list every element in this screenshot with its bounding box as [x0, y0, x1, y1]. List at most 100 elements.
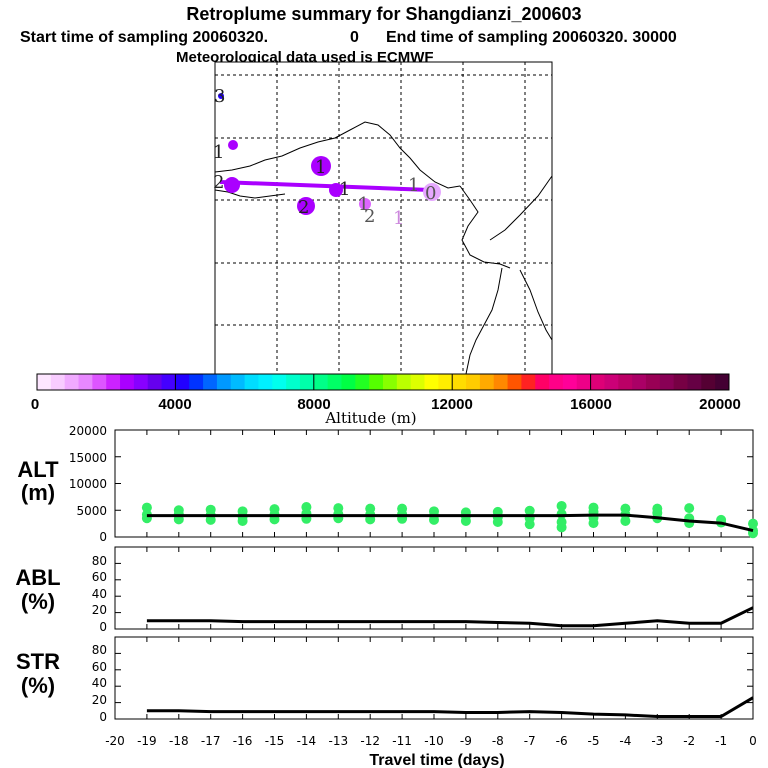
- colorbar-swatch: [452, 374, 467, 390]
- x-tick-label: -7: [524, 734, 536, 748]
- colorbar-swatch: [590, 374, 605, 390]
- colorbar-swatch: [355, 374, 370, 390]
- trajectory-map: 3 1 2 1 2 1 2 1 0 1 1: [213, 61, 553, 375]
- colorbar-label: Altitude (m): [324, 409, 416, 427]
- map-marker-8: [218, 93, 224, 99]
- colorbar-swatch: [230, 374, 246, 390]
- colorbar-swatch: [410, 374, 426, 390]
- alt-scatter-point: [748, 518, 758, 529]
- subtitle-start-value: 0: [350, 29, 359, 46]
- alt-scatter-point: [301, 502, 312, 513]
- alt-scatter-point: [397, 503, 408, 514]
- colorbar-swatch: [438, 374, 453, 390]
- colorbar-swatch: [216, 374, 232, 390]
- colorbar-swatch: [286, 374, 301, 390]
- x-tick-label: -16: [233, 734, 253, 748]
- alt-scatter-point: [141, 502, 152, 513]
- colorbar-swatch: [549, 374, 564, 390]
- x-tick-label: 0: [749, 734, 757, 748]
- x-tick-label: -9: [460, 734, 472, 748]
- abl-panel-label: ABL: [15, 565, 60, 590]
- colorbar-swatch: [576, 374, 592, 390]
- map-label: 1: [339, 179, 350, 200]
- alt-scatter-point: [652, 503, 663, 514]
- map-label: 1: [408, 175, 419, 196]
- abl-line: [146, 606, 754, 628]
- alt-ytick: 15000: [69, 451, 107, 465]
- map-label: 2: [298, 197, 309, 218]
- alt-scatter-point: [205, 504, 216, 515]
- colorbar-swatch: [175, 374, 190, 390]
- colorbar-tick: 4000: [158, 396, 191, 413]
- str-panel-unit: (%): [21, 673, 55, 698]
- map-label: 2: [364, 206, 375, 227]
- map-marker-3: [297, 197, 315, 215]
- map-label: 0: [425, 183, 436, 204]
- map-markers: [218, 93, 441, 215]
- alt-panel-unit: (m): [21, 480, 55, 505]
- colorbar-swatch: [369, 374, 384, 390]
- alt-ytick: 10000: [69, 477, 107, 491]
- colorbar-swatch: [521, 374, 536, 390]
- x-tick-label: -14: [297, 734, 317, 748]
- map-label: 1: [358, 194, 369, 215]
- colorbar-swatch: [645, 374, 661, 390]
- colorbar-swatch: [37, 374, 52, 390]
- abl-ytick: 20: [92, 603, 107, 617]
- str-plot-frame: [114, 636, 754, 720]
- colorbar-swatch: [687, 374, 702, 390]
- colorbar-swatch: [133, 374, 149, 390]
- str-ytick: 60: [92, 660, 107, 674]
- alt-ytick: 5000: [76, 504, 107, 518]
- map-marker-7: [228, 140, 238, 150]
- map-label: 1: [393, 208, 404, 229]
- map-labels: 3 1 2 1 2 1 2 1 0 1 1: [213, 86, 436, 229]
- alt-ytick: 0: [99, 530, 107, 544]
- colorbar-swatch: [189, 374, 204, 390]
- colorbar-swatch: [327, 374, 342, 390]
- colorbar-swatch: [78, 374, 93, 390]
- colorbar-swatch: [92, 374, 107, 390]
- alt-scatter-point: [173, 505, 184, 516]
- colorbar-swatch: [203, 374, 218, 390]
- colorbar-swatch: [383, 374, 398, 390]
- colorbar-swatch: [535, 374, 550, 390]
- alt-scatter-point: [269, 504, 280, 515]
- colorbar-tick: 0: [31, 396, 39, 413]
- abl-ytick: 60: [92, 570, 107, 584]
- colorbar-swatch: [466, 374, 481, 390]
- x-tick-label: -3: [651, 734, 663, 748]
- str-ytick: 20: [92, 693, 107, 707]
- str-line: [146, 696, 754, 719]
- trajectory-line: [219, 180, 431, 192]
- abl-plot-frame: [114, 546, 754, 630]
- altitude-colorbar: 0 4000 8000 12000 16000 20000 Altitude (…: [31, 373, 741, 427]
- map-marker-5: [359, 198, 371, 210]
- x-tick-label: -20: [105, 734, 125, 748]
- alt-scatter-point: [684, 503, 695, 514]
- x-tick-label: -2: [683, 734, 695, 748]
- map-frame: [214, 61, 553, 375]
- colorbar-swatch: [272, 374, 287, 390]
- x-tick-label: -6: [556, 734, 568, 748]
- colorbar-swatch: [396, 374, 412, 390]
- colorbar-swatch: [64, 374, 80, 390]
- x-tick-label: -18: [169, 734, 189, 748]
- str-panel-label: STR: [16, 649, 60, 674]
- x-tick-label: -8: [492, 734, 504, 748]
- map-marker-2: [311, 156, 331, 176]
- chart-title: Retroplume summary for Shangdianzi_20060…: [186, 4, 581, 24]
- str-ytick: 40: [92, 676, 107, 690]
- colorbar-swatch: [341, 374, 356, 390]
- alt-scatter-point: [333, 503, 344, 514]
- colorbar-swatch: [106, 374, 121, 390]
- colorbar-swatch: [244, 374, 259, 390]
- alt-scatter-point: [556, 500, 567, 511]
- map-label: 3: [214, 86, 225, 107]
- x-tick-label: -1: [715, 734, 727, 748]
- colorbar-tick: 16000: [570, 396, 612, 413]
- alt-scatter-point: [524, 505, 535, 516]
- x-tick-label: -10: [424, 734, 444, 748]
- map-graticule: [215, 62, 552, 374]
